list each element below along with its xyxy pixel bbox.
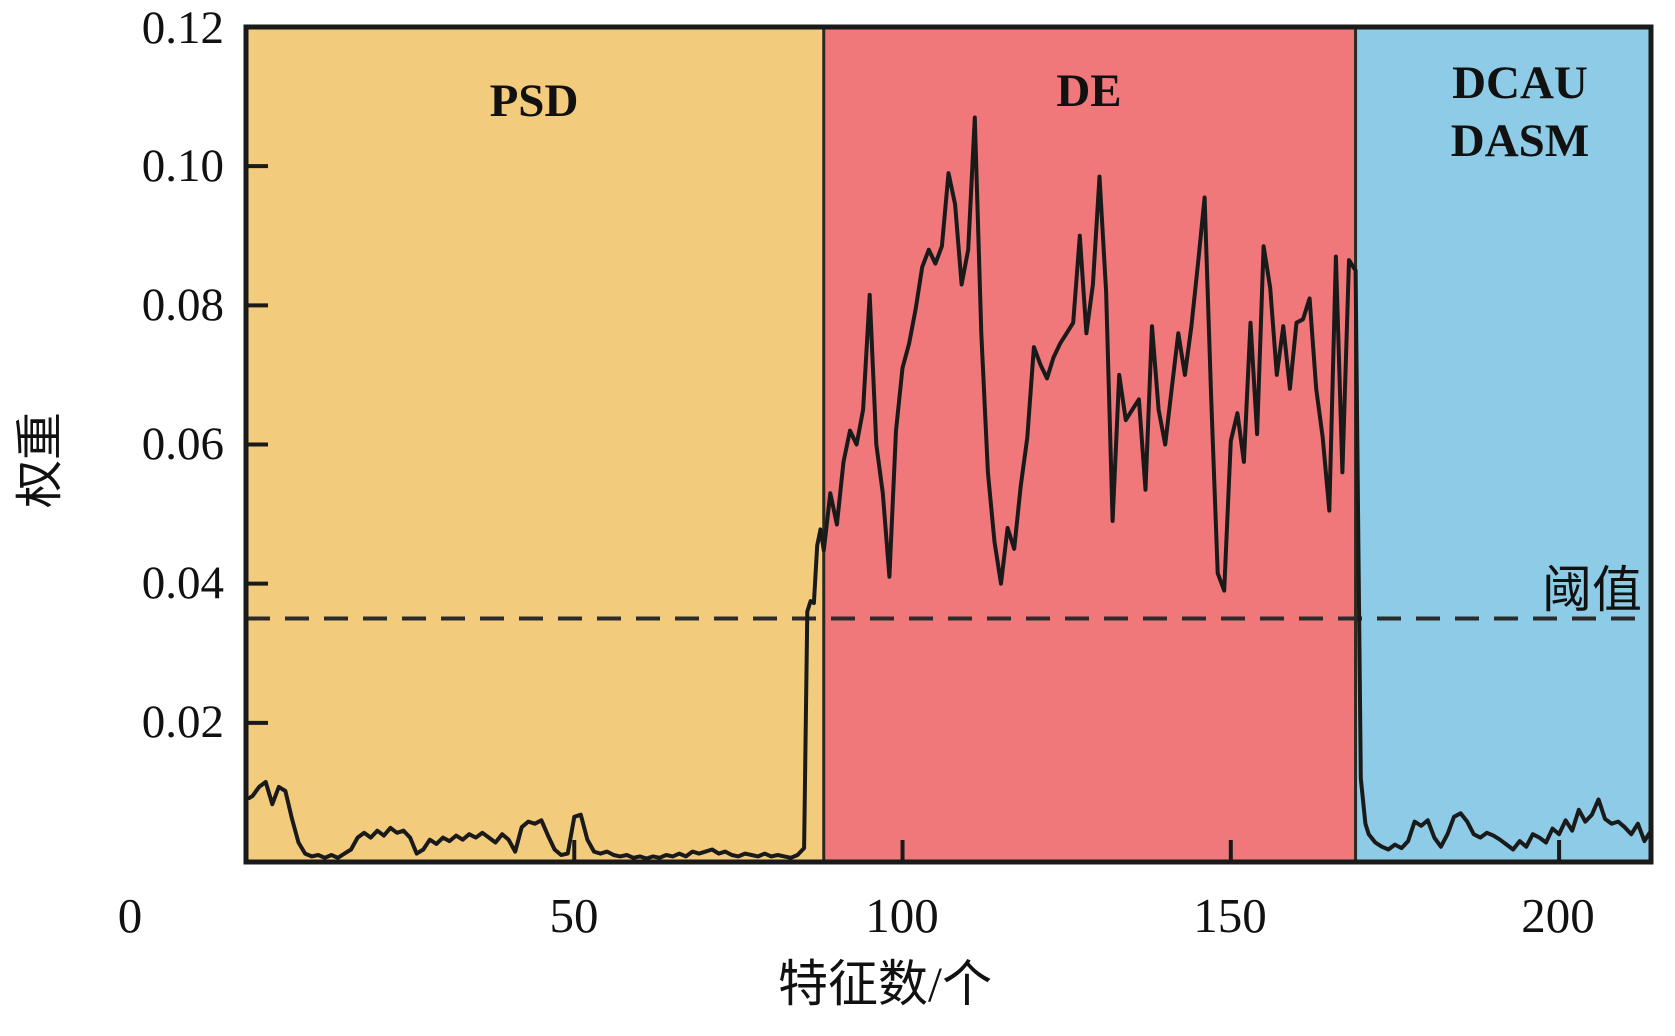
region-label-de: DE <box>1056 65 1122 117</box>
origin-label: 0 <box>117 888 143 943</box>
region-label-dcau: DCAU <box>1452 57 1588 109</box>
weight-curve <box>247 115 1653 861</box>
x-tick-label: 50 <box>549 888 599 943</box>
y-axis-title: 权重 <box>14 412 67 509</box>
region-psd <box>246 27 824 862</box>
region-label-dcau-dasm: DCAU DASM <box>1380 54 1660 170</box>
x-axis-title: 特征数/个 <box>778 956 992 1012</box>
y-tick-label: 0.12 <box>141 2 224 54</box>
y-tick-label: 0.04 <box>141 557 224 609</box>
region-dcau-dasm <box>1355 27 1651 862</box>
region-de <box>823 27 1356 862</box>
x-tick-label: 100 <box>865 888 939 943</box>
threshold-label: 阈值 <box>1542 562 1642 618</box>
plot-border <box>243 24 1654 865</box>
x-tick-label: 200 <box>1521 888 1595 943</box>
y-tick-label: 0.02 <box>141 696 224 748</box>
region-label-dasm: DASM <box>1450 115 1590 167</box>
region-label-psd: PSD <box>489 75 579 127</box>
y-tick-label: 0.08 <box>141 279 224 331</box>
y-tick-label: 0.10 <box>141 140 224 192</box>
y-tick-label: 0.06 <box>141 418 224 470</box>
x-tick-label: 150 <box>1193 888 1267 943</box>
